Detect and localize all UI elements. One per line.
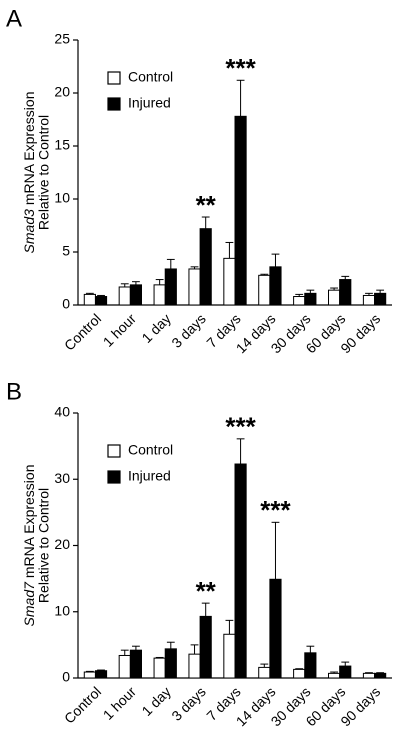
legend-label: Injured <box>128 95 171 111</box>
bar <box>94 670 108 679</box>
bar <box>269 266 282 306</box>
legend-swatch <box>107 71 121 85</box>
x-tick-label: 1 hour <box>100 683 140 723</box>
y-axis-label-gene: Smad3 <box>21 209 37 254</box>
bar <box>234 115 247 306</box>
legend-label: Control <box>128 69 173 85</box>
y-tick-label: 40 <box>54 404 70 420</box>
x-tick-label: Control <box>61 310 104 353</box>
bar <box>188 653 201 679</box>
bar <box>328 672 341 679</box>
bar <box>258 274 271 306</box>
bar <box>153 657 166 679</box>
x-tick-label: 1 hour <box>100 310 140 350</box>
y-tick-label: 20 <box>54 536 70 552</box>
bar <box>304 292 317 306</box>
bar <box>374 292 387 306</box>
y-tick-label: 0 <box>62 669 70 685</box>
bar <box>362 294 376 306</box>
bar <box>199 228 212 306</box>
y-axis-label-text: mRNA Expression <box>21 92 37 206</box>
significance: *** <box>260 495 291 525</box>
bar <box>164 648 177 679</box>
panel-label: A <box>6 5 22 32</box>
bar <box>328 289 341 306</box>
bar <box>223 633 236 679</box>
bar <box>362 672 376 679</box>
bar <box>293 668 306 679</box>
bar <box>269 578 282 679</box>
significance: ** <box>196 190 217 220</box>
bar <box>118 654 131 679</box>
legend-swatch <box>107 470 121 484</box>
legend-label: Control <box>128 442 173 458</box>
legend-label: Injured <box>128 468 171 484</box>
legend-swatch <box>107 444 121 458</box>
x-tick-label: 90 days <box>337 310 383 356</box>
bar <box>293 296 306 306</box>
bar <box>153 284 166 306</box>
bar <box>118 286 131 306</box>
y-axis-label-text: mRNA Expression <box>21 465 37 579</box>
x-tick-label: 3 days <box>168 683 208 723</box>
bar <box>199 615 212 679</box>
y-tick-label: 5 <box>62 243 70 259</box>
y-tick-label: 25 <box>54 31 70 47</box>
bar <box>164 268 177 306</box>
bar <box>83 293 96 306</box>
y-axis-label-line2: Relative to Control <box>36 115 52 230</box>
bar <box>129 649 142 679</box>
bar <box>129 284 142 306</box>
y-tick-label: 10 <box>54 190 70 206</box>
bar <box>339 665 352 679</box>
bar <box>223 257 236 306</box>
y-axis-label-line2: Relative to Control <box>36 488 52 603</box>
x-tick-label: Control <box>61 683 104 726</box>
panel-label: B <box>6 378 22 405</box>
legend-swatch <box>107 97 121 111</box>
bar <box>234 463 247 679</box>
x-tick-label: 90 days <box>337 683 383 729</box>
y-axis-label-gene: Smad7 <box>21 581 37 627</box>
y-tick-label: 15 <box>54 137 70 153</box>
bar <box>94 296 108 306</box>
bar <box>374 672 387 679</box>
significance: *** <box>225 53 256 83</box>
y-tick-label: 20 <box>54 84 70 100</box>
bar <box>83 671 96 679</box>
significance: ** <box>196 576 217 606</box>
bar <box>188 268 201 306</box>
y-axis-label: Smad7 mRNA Expression <box>21 465 37 627</box>
y-tick-label: 30 <box>54 470 70 486</box>
x-tick-label: 3 days <box>168 310 208 350</box>
y-axis-label: Smad3 mRNA Expression <box>21 92 37 254</box>
bar <box>304 652 317 679</box>
significance: *** <box>225 412 256 442</box>
y-tick-label: 10 <box>54 602 70 618</box>
y-tick-label: 0 <box>62 296 70 312</box>
bar <box>258 666 271 679</box>
bar <box>339 279 352 306</box>
